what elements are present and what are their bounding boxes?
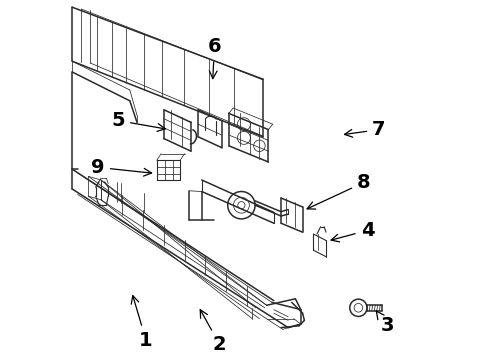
- Text: 8: 8: [307, 173, 370, 209]
- Text: 1: 1: [131, 296, 153, 350]
- Text: 7: 7: [344, 120, 386, 139]
- Text: 5: 5: [111, 111, 165, 131]
- Text: 6: 6: [208, 37, 221, 78]
- Text: 9: 9: [91, 158, 151, 177]
- Text: 4: 4: [331, 221, 374, 242]
- Text: 2: 2: [200, 310, 226, 354]
- Text: 3: 3: [376, 311, 394, 335]
